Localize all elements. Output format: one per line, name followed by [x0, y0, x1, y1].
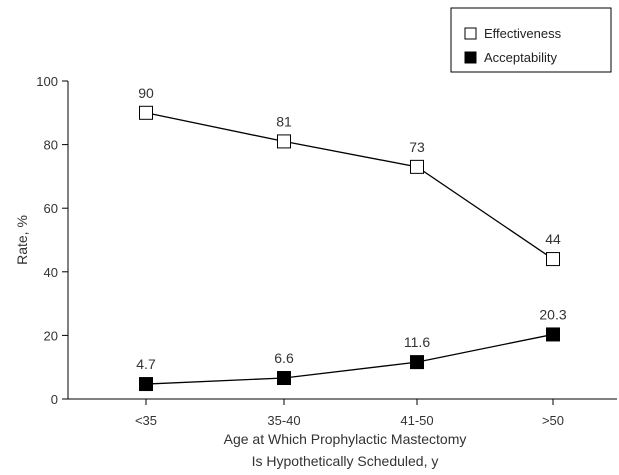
x-tick-label-0: <35 — [135, 413, 157, 428]
y-tick-label-80: 80 — [44, 138, 58, 153]
x-tick-label-1: 35-40 — [267, 413, 300, 428]
effectiveness-marker-1 — [277, 134, 291, 149]
acceptability-marker-2 — [410, 355, 424, 370]
y-tick-label-0: 0 — [51, 392, 58, 407]
x-tick-label-2: 41-50 — [400, 413, 433, 428]
effectiveness-line — [145, 112, 554, 260]
legend: Effectiveness Acceptability — [450, 7, 612, 73]
x-axis-title-line-2: Is Hypothetically Scheduled, y — [252, 453, 439, 469]
effectiveness-marker-0 — [139, 105, 153, 120]
series-layer: 90 81 73 44 4.7 6.6 11.6 20.3 — [136, 85, 567, 392]
acceptability-data-label-2: 11.6 — [404, 334, 430, 350]
acceptability-line — [145, 333, 554, 385]
effectiveness-marker-2 — [410, 159, 424, 174]
acceptability-marker-1 — [277, 371, 291, 386]
effectiveness-data-label-0: 90 — [138, 85, 154, 101]
y-tick-label-40: 40 — [44, 265, 58, 280]
y-tick-label-100: 100 — [36, 74, 58, 89]
effectiveness-data-label-3: 44 — [545, 231, 561, 247]
legend-effectiveness-marker — [464, 27, 477, 40]
axes: 0 20 40 60 80 100 <35 35-40 41-50 >50 — [36, 74, 617, 428]
acceptability-marker-3 — [546, 327, 560, 342]
legend-acceptability-marker — [464, 51, 477, 64]
effectiveness-data-label-1: 81 — [276, 113, 292, 129]
y-axis-title: Rate, % — [14, 215, 30, 265]
x-axis-title-line-1: Age at Which Prophylactic Mastectomy — [224, 431, 467, 447]
acceptability-data-label-3: 20.3 — [539, 306, 566, 322]
effectiveness-data-label-2: 73 — [409, 139, 425, 155]
y-tick-label-20: 20 — [44, 328, 58, 343]
legend-effectiveness-label: Effectiveness — [484, 26, 562, 41]
x-tick-label-3: >50 — [542, 413, 564, 428]
acceptability-data-label-0: 4.7 — [136, 356, 156, 372]
effectiveness-marker-3 — [546, 252, 560, 267]
legend-box — [450, 7, 612, 73]
acceptability-data-label-1: 6.6 — [274, 350, 294, 366]
legend-acceptability-label: Acceptability — [484, 50, 557, 65]
acceptability-marker-0 — [139, 377, 153, 392]
y-tick-label-60: 60 — [44, 201, 58, 216]
